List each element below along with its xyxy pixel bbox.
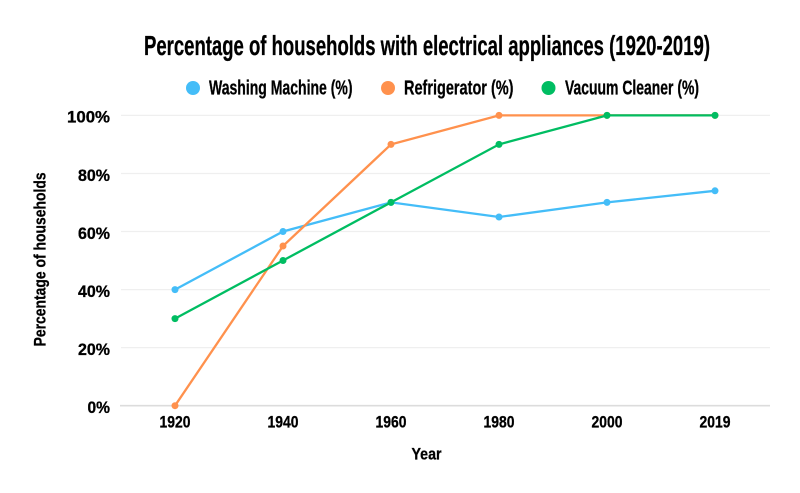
svg-text:Percentage of households: Percentage of households (31, 172, 50, 346)
svg-text:1980: 1980 (484, 413, 515, 431)
svg-text:60%: 60% (78, 225, 110, 243)
svg-text:1960: 1960 (376, 413, 407, 431)
svg-text:40%: 40% (78, 283, 110, 301)
svg-text:80%: 80% (78, 167, 110, 185)
svg-text:Washing Machine (%): Washing Machine (%) (209, 78, 353, 100)
svg-text:2000: 2000 (592, 413, 623, 431)
svg-text:0%: 0% (88, 399, 111, 417)
svg-text:100%: 100% (67, 109, 110, 127)
svg-text:2019: 2019 (700, 413, 731, 431)
svg-text:20%: 20% (78, 341, 110, 359)
svg-text:1940: 1940 (268, 413, 299, 431)
svg-text:Year: Year (412, 444, 442, 463)
svg-text:Percentage of households with: Percentage of households with electrical… (144, 30, 710, 61)
svg-text:Vacuum Cleaner (%): Vacuum Cleaner (%) (565, 78, 699, 100)
svg-text:1920: 1920 (160, 413, 191, 431)
svg-text:Refrigerator (%): Refrigerator (%) (404, 78, 514, 100)
